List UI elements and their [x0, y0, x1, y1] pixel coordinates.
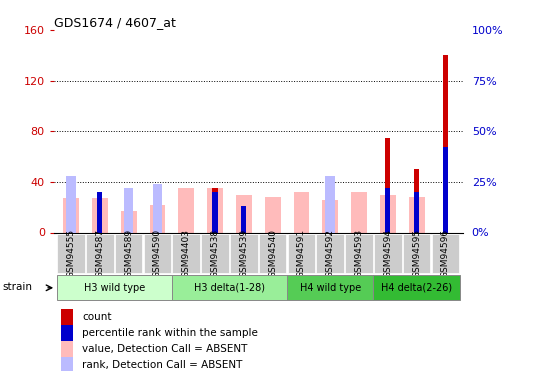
Text: H4 wild type: H4 wild type: [300, 283, 361, 293]
FancyBboxPatch shape: [288, 234, 315, 273]
Text: percentile rank within the sample: percentile rank within the sample: [82, 328, 258, 338]
FancyBboxPatch shape: [345, 234, 373, 273]
Text: GSM94593: GSM94593: [355, 228, 364, 278]
Text: GSM94590: GSM94590: [153, 228, 162, 278]
Bar: [322, 200, 338, 232]
Bar: [414, 169, 419, 232]
Bar: [409, 197, 424, 232]
Bar: [294, 192, 309, 232]
Bar: [385, 138, 391, 232]
FancyBboxPatch shape: [115, 234, 143, 273]
FancyBboxPatch shape: [259, 234, 286, 273]
Bar: [61, 325, 73, 341]
Bar: [92, 198, 108, 232]
Text: H3 delta(1-28): H3 delta(1-28): [194, 283, 265, 293]
Bar: [443, 147, 448, 232]
Text: strain: strain: [3, 282, 33, 292]
Bar: [380, 195, 396, 232]
Bar: [150, 205, 165, 232]
Bar: [236, 195, 252, 232]
FancyBboxPatch shape: [56, 275, 172, 300]
Text: H3 wild type: H3 wild type: [83, 283, 145, 293]
FancyBboxPatch shape: [86, 234, 114, 273]
FancyBboxPatch shape: [173, 234, 200, 273]
Text: rank, Detection Call = ABSENT: rank, Detection Call = ABSENT: [82, 360, 242, 370]
Bar: [63, 198, 79, 232]
Bar: [121, 211, 137, 232]
Text: H4 delta(2-26): H4 delta(2-26): [381, 283, 452, 293]
FancyBboxPatch shape: [172, 275, 287, 300]
Bar: [61, 357, 73, 373]
Text: GSM94596: GSM94596: [441, 228, 450, 278]
Bar: [213, 192, 218, 232]
FancyBboxPatch shape: [201, 234, 229, 273]
Text: GSM94540: GSM94540: [268, 229, 277, 278]
Text: GSM94403: GSM94403: [182, 229, 191, 278]
Text: GSM94594: GSM94594: [383, 229, 392, 278]
FancyBboxPatch shape: [57, 234, 85, 273]
FancyBboxPatch shape: [287, 275, 373, 300]
Bar: [61, 309, 73, 325]
Bar: [443, 56, 448, 232]
Text: count: count: [82, 312, 111, 322]
Text: GSM94589: GSM94589: [124, 228, 133, 278]
Bar: [265, 197, 280, 232]
Bar: [124, 188, 133, 232]
FancyBboxPatch shape: [316, 234, 344, 273]
FancyBboxPatch shape: [403, 234, 430, 273]
Text: GSM94539: GSM94539: [239, 228, 249, 278]
Bar: [213, 188, 218, 232]
Bar: [241, 206, 246, 232]
FancyBboxPatch shape: [144, 234, 171, 273]
FancyBboxPatch shape: [373, 275, 460, 300]
Bar: [97, 200, 102, 232]
Text: GSM94538: GSM94538: [210, 228, 220, 278]
FancyBboxPatch shape: [431, 234, 459, 273]
Bar: [414, 192, 419, 232]
Bar: [385, 188, 391, 232]
Bar: [97, 192, 102, 232]
Bar: [241, 210, 246, 232]
Text: value, Detection Call = ABSENT: value, Detection Call = ABSENT: [82, 344, 247, 354]
Text: GSM94587: GSM94587: [95, 228, 104, 278]
FancyBboxPatch shape: [374, 234, 402, 273]
Bar: [61, 341, 73, 357]
Text: GSM94591: GSM94591: [297, 228, 306, 278]
Bar: [66, 176, 76, 232]
Text: GSM94555: GSM94555: [67, 228, 75, 278]
Bar: [178, 188, 194, 232]
Text: GSM94595: GSM94595: [412, 228, 421, 278]
Text: GSM94592: GSM94592: [325, 229, 335, 278]
Text: GDS1674 / 4607_at: GDS1674 / 4607_at: [54, 16, 176, 29]
Bar: [325, 176, 335, 232]
Bar: [351, 192, 367, 232]
FancyBboxPatch shape: [230, 234, 258, 273]
Bar: [207, 188, 223, 232]
Bar: [153, 184, 162, 232]
